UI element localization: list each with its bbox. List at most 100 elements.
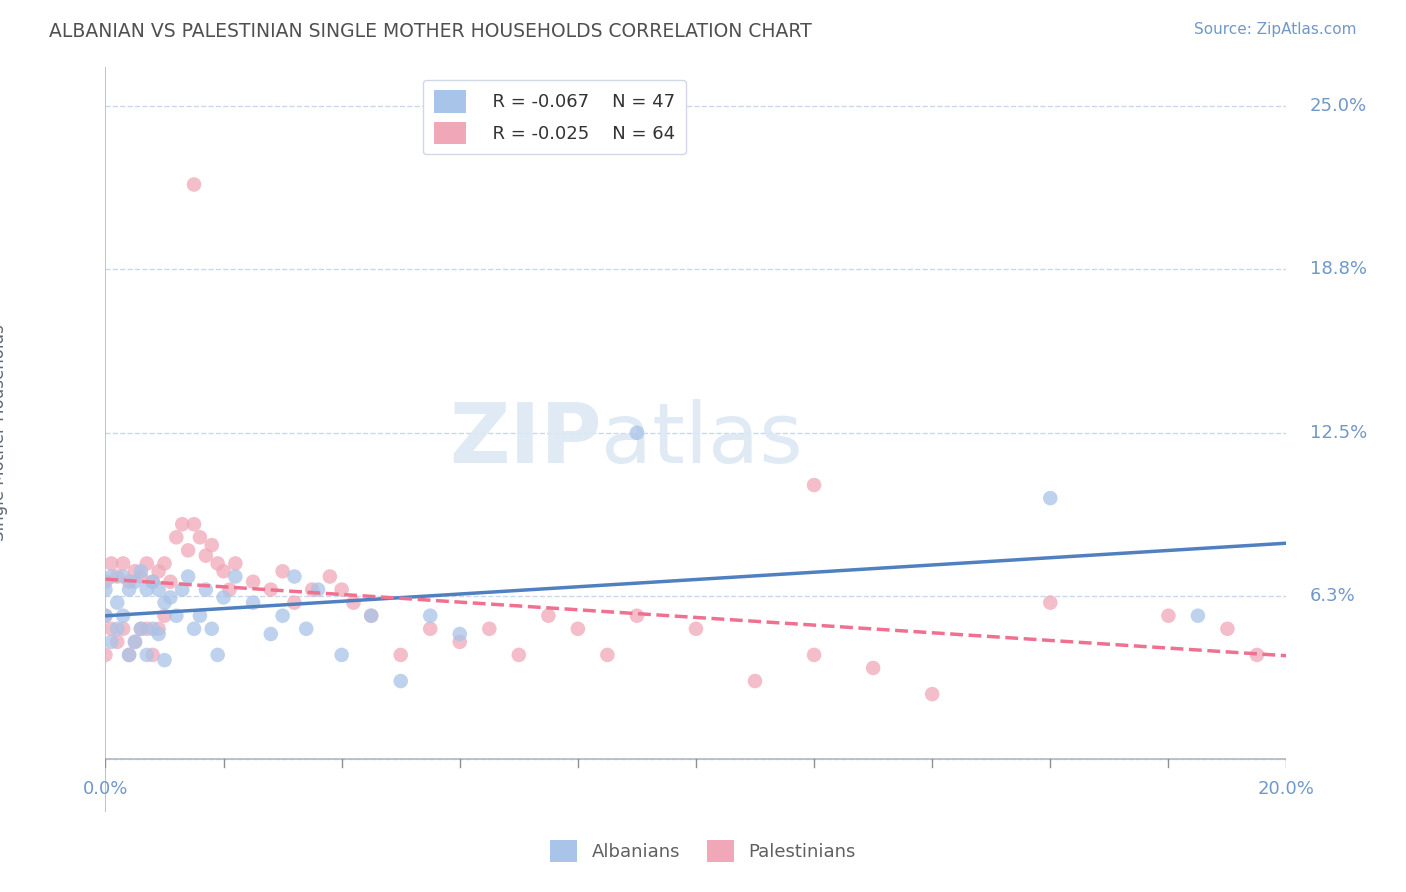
Point bbox=[478, 622, 501, 636]
Point bbox=[94, 648, 117, 662]
Point bbox=[419, 622, 441, 636]
Point bbox=[307, 582, 329, 597]
Point bbox=[183, 622, 205, 636]
Point bbox=[100, 557, 122, 571]
Point bbox=[183, 517, 205, 532]
Point bbox=[626, 608, 648, 623]
Point bbox=[194, 549, 217, 563]
Point bbox=[100, 635, 122, 649]
Point bbox=[159, 574, 181, 589]
Point bbox=[94, 608, 117, 623]
Text: Source: ZipAtlas.com: Source: ZipAtlas.com bbox=[1194, 22, 1357, 37]
Point bbox=[112, 569, 135, 583]
Point bbox=[1216, 622, 1239, 636]
Point bbox=[112, 557, 135, 571]
Point bbox=[207, 557, 229, 571]
Point bbox=[124, 635, 146, 649]
Text: 0.0%: 0.0% bbox=[83, 780, 128, 798]
Point bbox=[124, 635, 146, 649]
Point bbox=[105, 635, 128, 649]
Point bbox=[129, 622, 152, 636]
Point bbox=[118, 582, 141, 597]
Point bbox=[135, 557, 157, 571]
Point bbox=[218, 582, 240, 597]
Point bbox=[153, 653, 176, 667]
Text: 18.8%: 18.8% bbox=[1310, 260, 1367, 278]
Point bbox=[188, 530, 211, 544]
Point bbox=[142, 622, 165, 636]
Point bbox=[100, 569, 122, 583]
Point bbox=[94, 582, 117, 597]
Point bbox=[389, 648, 412, 662]
Point bbox=[177, 543, 200, 558]
Point bbox=[803, 478, 825, 492]
Point bbox=[921, 687, 943, 701]
Point bbox=[188, 608, 211, 623]
Point bbox=[224, 557, 246, 571]
Point bbox=[1039, 491, 1062, 505]
Point bbox=[172, 582, 194, 597]
Point bbox=[94, 574, 117, 589]
Point bbox=[153, 557, 176, 571]
Point bbox=[112, 608, 135, 623]
Point bbox=[194, 582, 217, 597]
Point bbox=[177, 569, 200, 583]
Point bbox=[1187, 608, 1209, 623]
Point bbox=[319, 569, 342, 583]
Point bbox=[148, 622, 170, 636]
Point bbox=[105, 596, 128, 610]
Point bbox=[129, 622, 152, 636]
Point bbox=[165, 530, 187, 544]
Point bbox=[124, 564, 146, 578]
Point bbox=[242, 574, 264, 589]
Point bbox=[360, 608, 382, 623]
Point bbox=[142, 574, 165, 589]
Point bbox=[135, 648, 157, 662]
Point bbox=[129, 564, 152, 578]
Point bbox=[118, 648, 141, 662]
Point bbox=[283, 569, 305, 583]
Point bbox=[207, 648, 229, 662]
Point bbox=[224, 569, 246, 583]
Point bbox=[148, 564, 170, 578]
Point bbox=[105, 622, 128, 636]
Point bbox=[419, 608, 441, 623]
Point bbox=[283, 596, 305, 610]
Point bbox=[148, 627, 170, 641]
Text: 25.0%: 25.0% bbox=[1310, 97, 1367, 115]
Point bbox=[271, 564, 294, 578]
Point bbox=[626, 425, 648, 440]
Point bbox=[135, 582, 157, 597]
Point bbox=[94, 608, 117, 623]
Point bbox=[862, 661, 884, 675]
Point bbox=[142, 648, 165, 662]
Point bbox=[105, 569, 128, 583]
Point bbox=[1157, 608, 1180, 623]
Point bbox=[567, 622, 589, 636]
Point bbox=[212, 591, 235, 605]
Point bbox=[803, 648, 825, 662]
Text: atlas: atlas bbox=[602, 399, 803, 480]
Point bbox=[744, 674, 766, 689]
Point bbox=[172, 517, 194, 532]
Point bbox=[153, 596, 176, 610]
Point bbox=[260, 627, 283, 641]
Point bbox=[212, 564, 235, 578]
Point bbox=[508, 648, 530, 662]
Point bbox=[330, 648, 353, 662]
Point bbox=[112, 622, 135, 636]
Point bbox=[142, 574, 165, 589]
Point bbox=[685, 622, 707, 636]
Point bbox=[449, 627, 471, 641]
Point bbox=[1039, 596, 1062, 610]
Point bbox=[537, 608, 560, 623]
Text: Single Mother Households: Single Mother Households bbox=[0, 325, 8, 541]
Point bbox=[389, 674, 412, 689]
Text: 6.3%: 6.3% bbox=[1310, 587, 1355, 605]
Point bbox=[153, 608, 176, 623]
Point bbox=[260, 582, 283, 597]
Legend: Albanians, Palestinians: Albanians, Palestinians bbox=[543, 833, 863, 870]
Point bbox=[295, 622, 318, 636]
Point bbox=[100, 622, 122, 636]
Point bbox=[201, 538, 224, 552]
